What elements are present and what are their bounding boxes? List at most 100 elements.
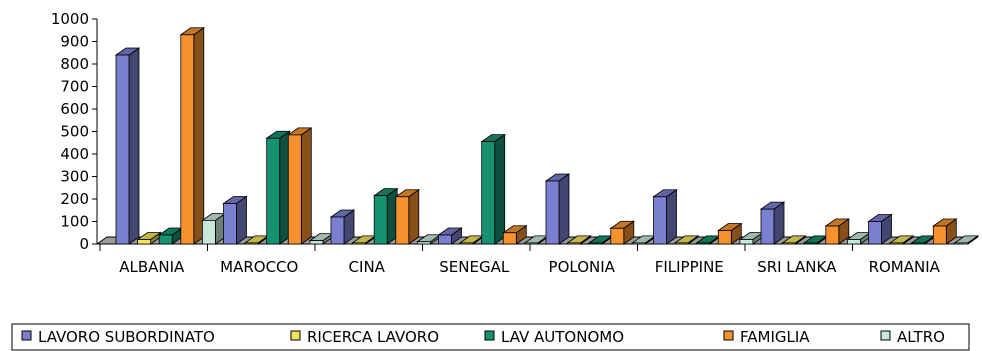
bar bbox=[932, 218, 958, 245]
bar bbox=[222, 195, 248, 245]
bar bbox=[265, 130, 291, 245]
bar-front bbox=[954, 242, 969, 245]
bar-front bbox=[739, 239, 754, 245]
y-tick-label: 400 bbox=[60, 145, 89, 163]
bar bbox=[287, 127, 313, 245]
bar bbox=[781, 235, 807, 245]
bar bbox=[673, 235, 700, 245]
bar-front bbox=[567, 242, 581, 245]
category-label: ALBANIA bbox=[119, 258, 185, 276]
bar-front bbox=[352, 242, 367, 245]
category-label: POLONIA bbox=[549, 258, 616, 276]
y-tick-label: 0 bbox=[79, 235, 89, 253]
bar bbox=[308, 232, 335, 245]
bar-front bbox=[911, 242, 926, 245]
bar-front bbox=[847, 239, 861, 245]
bar-side bbox=[236, 195, 247, 245]
legend-label: LAVORO SUBORDINATO bbox=[38, 328, 215, 346]
category-label: SRI LANKA bbox=[757, 258, 837, 276]
y-tick-label: 900 bbox=[60, 33, 89, 51]
bar-front bbox=[244, 242, 259, 245]
bar-side bbox=[408, 188, 420, 245]
bar-front bbox=[545, 180, 560, 245]
y-tick-label: 800 bbox=[60, 55, 89, 73]
legend-swatch bbox=[290, 330, 301, 341]
bar-front bbox=[610, 227, 625, 245]
bar-front bbox=[889, 242, 904, 245]
bar-side bbox=[494, 133, 506, 245]
bar-front bbox=[674, 242, 689, 245]
category-label: ROMANIA bbox=[869, 258, 941, 276]
legend-item: RICERCA LAVORO bbox=[290, 328, 439, 346]
bar bbox=[609, 220, 636, 245]
bar-front bbox=[158, 234, 173, 245]
legend-label: ALTRO bbox=[897, 328, 945, 346]
bar-front bbox=[481, 141, 496, 245]
bar-front bbox=[868, 221, 882, 245]
legend-swatch bbox=[21, 330, 32, 341]
bar bbox=[652, 188, 678, 245]
legend-swatch bbox=[880, 330, 891, 341]
bar-front bbox=[330, 216, 345, 245]
bar bbox=[759, 201, 786, 245]
bar bbox=[888, 235, 915, 245]
bar bbox=[544, 173, 571, 245]
bar-side bbox=[558, 173, 570, 245]
legend-swatch bbox=[484, 330, 495, 341]
legend-label: LAV AUTONOMO bbox=[501, 328, 624, 346]
bar-front bbox=[309, 240, 324, 245]
category-label: CINA bbox=[349, 258, 386, 276]
bar-front bbox=[287, 134, 302, 245]
bar-front bbox=[696, 242, 711, 245]
bar-front bbox=[223, 203, 237, 245]
bar-front bbox=[266, 137, 281, 245]
bar bbox=[394, 188, 421, 245]
bar-front bbox=[201, 219, 216, 245]
bar-side bbox=[300, 127, 312, 245]
bar-front bbox=[438, 234, 452, 245]
bar-front bbox=[782, 242, 796, 245]
bar bbox=[502, 224, 528, 245]
bar bbox=[566, 235, 592, 245]
bar-front bbox=[717, 230, 732, 245]
bar-front bbox=[632, 242, 646, 245]
y-tick-label: 1000 bbox=[51, 10, 89, 28]
bar-front bbox=[588, 242, 603, 245]
bar-side bbox=[128, 47, 140, 245]
bar bbox=[480, 133, 506, 245]
legend-swatch bbox=[723, 330, 734, 341]
y-tick-label: 500 bbox=[60, 123, 89, 141]
bar bbox=[416, 233, 442, 245]
chart-legend: LAVORO SUBORDINATO RICERCA LAVORO LAV AUTO… bbox=[11, 323, 970, 351]
bar bbox=[372, 187, 399, 245]
bar bbox=[867, 213, 893, 245]
bar bbox=[136, 231, 162, 245]
x-axis-labels: ALBANIA MAROCCO CINA SENEGAL POLONIA FILIPPIN… bbox=[99, 244, 941, 276]
bar-front bbox=[373, 195, 388, 245]
bar-front bbox=[395, 196, 410, 245]
category-label: FILIPPINE bbox=[655, 258, 724, 276]
bar-side bbox=[666, 188, 677, 245]
legend-item: LAVORO SUBORDINATO bbox=[21, 328, 215, 346]
legend-label: FAMIGLIA bbox=[740, 328, 810, 346]
bar bbox=[329, 209, 356, 245]
bar bbox=[717, 222, 743, 245]
bar-front bbox=[825, 225, 840, 245]
bar-front bbox=[137, 239, 152, 245]
bar bbox=[114, 47, 141, 245]
bar bbox=[179, 26, 206, 245]
bar-front bbox=[760, 208, 775, 245]
bar-front bbox=[416, 241, 431, 245]
bar-front bbox=[459, 242, 474, 245]
category-label: SENEGAL bbox=[439, 258, 510, 276]
bar bbox=[437, 227, 463, 245]
bar-front bbox=[502, 232, 517, 245]
bar bbox=[157, 227, 184, 245]
y-tick-label: 100 bbox=[60, 213, 89, 231]
y-tick-label: 300 bbox=[60, 168, 89, 186]
bar-front bbox=[180, 34, 195, 245]
legend-label: RICERCA LAVORO bbox=[307, 328, 439, 346]
legend-item: ALTRO bbox=[880, 328, 945, 346]
chart-axes: 0 100 200 300 400 500 600 700 800 900 1000 bbox=[51, 10, 963, 253]
